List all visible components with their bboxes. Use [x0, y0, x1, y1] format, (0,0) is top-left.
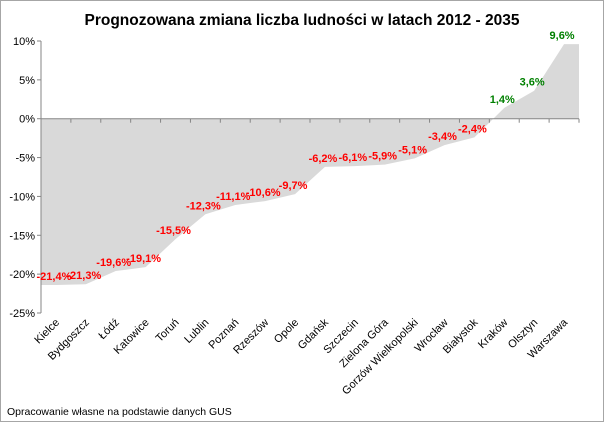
data-label: -19,1%	[126, 253, 161, 265]
data-label: -9,7%	[279, 180, 308, 192]
chart-title: Prognozowana zmiana liczba ludności w la…	[85, 12, 520, 29]
data-label: -5,1%	[398, 144, 427, 156]
data-label: -15,5%	[156, 225, 191, 237]
y-tick-label: -15%	[9, 230, 35, 242]
x-category-label: Łódź	[96, 317, 121, 342]
y-tick-label: -10%	[9, 191, 35, 203]
data-label: -5,9%	[368, 151, 397, 163]
data-label: -21,4%	[37, 271, 72, 283]
x-category-label: Kraków	[476, 317, 510, 351]
data-label: -11,1%	[216, 191, 250, 203]
data-label: -12,3%	[186, 200, 221, 212]
data-label: -3,4%	[428, 131, 457, 143]
y-tick-label: 0%	[19, 114, 35, 126]
data-label: -19,6%	[96, 257, 131, 269]
data-label: 3,6%	[520, 77, 545, 89]
x-category-label: Toruń	[154, 317, 182, 345]
data-label: -10,6%	[246, 187, 281, 199]
y-tick-label: 5%	[19, 75, 35, 87]
data-label: -6,2%	[309, 153, 338, 165]
y-axis: 10% 5% 0% -5% -10% -15% -20% -25%	[9, 36, 41, 320]
data-label: -21,3%	[66, 270, 101, 282]
data-labels: -21,4%-21,3%-19,6%-19,1% -15,5% -12,3%-11,…	[37, 30, 575, 283]
data-label: -6,1%	[338, 152, 367, 164]
data-label: 9,6%	[550, 30, 575, 42]
y-tick-label: -20%	[9, 269, 35, 281]
y-tick-label: -5%	[15, 153, 35, 165]
source-footnote: Opracowanie własne na podstawie danych G…	[7, 406, 232, 418]
data-label: -2,4%	[458, 123, 487, 135]
series-area	[41, 44, 579, 286]
plot-area	[40, 41, 579, 313]
data-label: 1,4%	[490, 94, 515, 106]
y-tick-label: -25%	[9, 308, 35, 320]
y-tick-label: 10%	[13, 36, 35, 48]
